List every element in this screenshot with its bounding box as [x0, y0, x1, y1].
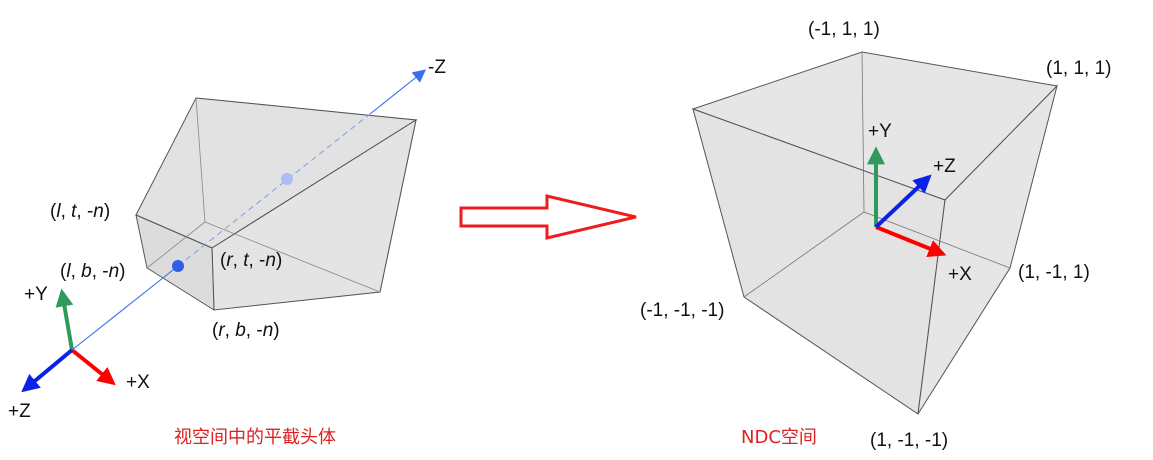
- ndc-axis-y-label: +Y: [868, 121, 892, 142]
- view-ray: [71, 265, 179, 351]
- far-center-point: [281, 173, 293, 185]
- ndc-corner-top-right: (1, 1, 1): [1046, 58, 1111, 79]
- frustum-caption: 视空间中的平截头体: [174, 427, 336, 448]
- corner-label-rb: (r, b, -n): [212, 320, 280, 341]
- neg-z-label: -Z: [428, 57, 446, 78]
- ndc-caption: NDC空间: [741, 427, 817, 448]
- ndc-corner-top-back: (-1, 1, 1): [808, 19, 880, 40]
- frustum-group: -Z +X +Y +Z (l, t, -n) (l, b, -n) (r, t,…: [8, 57, 446, 448]
- ndc-corner-bottom-front: (1, -1, -1): [870, 430, 948, 451]
- right-arrow-icon: [459, 194, 637, 240]
- frustum-hidden-edge: [195, 97, 206, 223]
- ndc-cube-group: +Y +Z +X (-1, 1, 1) (1, 1, 1) (1, -1, 1)…: [640, 19, 1111, 451]
- axis-x-label: +X: [126, 372, 150, 393]
- frustum-hidden-edge: [204, 221, 381, 293]
- axis-z-label: +Z: [8, 401, 31, 422]
- axis-z-arrow: [21, 348, 74, 393]
- view-ray-neg-z: [369, 69, 427, 115]
- frustum-hidden-edge: [146, 221, 206, 269]
- cube-hidden-edge: [743, 211, 865, 298]
- cube-hidden-edge: [863, 211, 1011, 269]
- corner-label-lt: (l, t, -n): [50, 201, 110, 222]
- ndc-axis-x-arrow: [875, 225, 947, 257]
- corner-label-lb: (l, b, -n): [60, 261, 126, 282]
- axis-y-label: +Y: [24, 284, 48, 305]
- ndc-corner-left-bottom: (-1, -1, -1): [640, 300, 724, 321]
- ndc-corner-right-mid: (1, -1, 1): [1018, 262, 1090, 283]
- ndc-axis-z-label: +Z: [933, 156, 956, 177]
- cube-hidden-edge: [861, 51, 865, 213]
- view-ray-hidden: [177, 113, 371, 267]
- near-center-point: [172, 260, 184, 272]
- corner-label-rt: (r, t, -n): [220, 250, 282, 271]
- ndc-axis-z-arrow: [874, 174, 932, 229]
- ndc-axis-x-label: +X: [948, 264, 972, 285]
- axis-y-arrow: [55, 288, 74, 351]
- axis-x-arrow: [70, 348, 116, 386]
